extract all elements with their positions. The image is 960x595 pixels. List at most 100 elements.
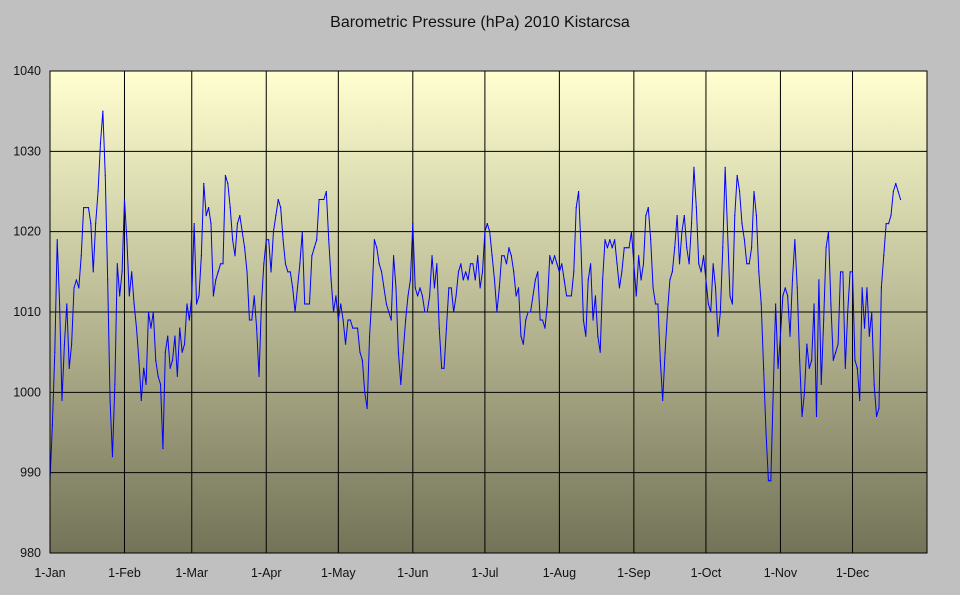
data-point-2010-09-26 [693, 166, 695, 168]
data-point-2010-12-13 [880, 287, 882, 289]
data-point-2010-04-29 [332, 311, 335, 313]
data-point-2010-11-14 [811, 359, 813, 361]
data-point-2010-07-15 [517, 287, 520, 289]
data-point-2010-10-17 [743, 239, 745, 241]
data-point-2010-10-30 [775, 303, 777, 305]
data-point-2010-09-21 [681, 231, 683, 233]
data-point-2010-01-03 [54, 351, 56, 353]
x-tick-label-1-Nov: 1-Nov [764, 566, 798, 580]
data-point-2010-01-13 [78, 287, 80, 289]
x-tick-label-1-Jun: 1-Jun [397, 566, 428, 580]
x-tick-label-1-Apr: 1-Apr [251, 566, 282, 580]
data-point-2010-07-24 [539, 319, 541, 321]
data-point-2010-01-08 [66, 303, 68, 305]
data-point-2010-11-30 [849, 271, 851, 273]
data-point-2010-04-26 [325, 190, 327, 193]
data-point-2010-12-03 [856, 367, 858, 369]
data-point-2010-08-15 [592, 319, 594, 321]
data-point-2010-12-21 [899, 198, 902, 201]
data-point-2010-04-18 [306, 303, 308, 305]
data-point-2010-12-02 [854, 359, 856, 361]
data-point-2010-10-13 [734, 215, 736, 217]
data-point-2010-02-23 [176, 375, 178, 377]
data-point-2010-03-25 [248, 319, 251, 321]
data-point-2010-04-10 [287, 271, 289, 273]
data-point-2010-03-05 [200, 255, 202, 257]
data-point-2010-03-14 [222, 263, 224, 265]
data-point-2010-03-24 [246, 271, 248, 273]
data-point-2010-03-03 [195, 303, 198, 305]
x-tick-label-1-Feb: 1-Feb [108, 566, 141, 580]
x-tick-label-1-Mar: 1-Mar [175, 566, 208, 580]
data-point-2010-04-14 [296, 287, 299, 289]
data-point-2010-12-20 [897, 190, 899, 193]
data-point-2010-12-06 [863, 327, 866, 329]
data-point-2010-12-01 [851, 271, 854, 273]
data-point-2010-08-20 [604, 239, 606, 241]
data-point-2010-07-21 [532, 295, 534, 297]
data-point-2010-10-28 [770, 480, 772, 482]
data-point-2010-06-22 [462, 279, 464, 281]
data-point-2010-11-25 [837, 343, 839, 345]
data-point-2010-05-08 [354, 327, 356, 329]
data-point-2010-04-01 [265, 239, 267, 241]
data-point-2010-11-22 [830, 303, 832, 305]
data-point-2010-07-04 [491, 255, 493, 257]
x-tick-label-1-Aug: 1-Aug [543, 566, 576, 580]
data-point-2010-05-19 [380, 271, 383, 273]
data-point-2010-04-30 [335, 295, 337, 297]
data-point-2010-10-31 [777, 367, 779, 369]
data-point-2010-07-16 [520, 335, 522, 337]
data-point-2010-11-15 [813, 303, 815, 305]
data-point-2010-04-23 [318, 198, 320, 201]
data-point-2010-06-01 [412, 223, 414, 225]
data-point-2010-09-13 [662, 399, 664, 401]
data-point-2010-12-07 [866, 287, 868, 289]
data-point-2010-01-05 [59, 303, 61, 305]
data-point-2010-03-07 [205, 215, 207, 217]
data-point-2010-07-20 [529, 311, 532, 313]
data-point-2010-03-29 [258, 375, 260, 377]
data-point-2010-09-12 [659, 359, 661, 361]
data-point-2010-01-27 [111, 456, 114, 458]
data-point-2010-09-28 [698, 263, 700, 265]
data-point-2010-03-30 [260, 303, 263, 305]
data-point-2010-02-13 [152, 311, 154, 313]
data-point-2010-05-20 [383, 287, 385, 289]
data-point-2010-02-08 [140, 399, 142, 401]
data-point-2010-12-12 [878, 407, 880, 409]
data-point-2010-05-27 [400, 383, 402, 385]
data-point-2010-05-21 [385, 303, 387, 305]
y-tick-label-980: 980 [20, 546, 41, 560]
x-tick-label-1-Oct: 1-Oct [691, 566, 722, 580]
data-point-2010-02-05 [133, 303, 135, 305]
data-point-2010-04-02 [268, 239, 270, 241]
data-point-2010-07-09 [503, 255, 505, 257]
data-point-2010-02-06 [135, 327, 138, 329]
data-point-2010-03-12 [217, 271, 219, 273]
data-point-2010-09-02 [635, 295, 637, 297]
data-point-2010-11-10 [801, 415, 803, 418]
data-point-2010-06-06 [424, 311, 426, 313]
data-point-2010-01-07 [63, 343, 66, 345]
data-point-2010-06-18 [453, 311, 455, 313]
data-point-2010-08-21 [606, 247, 609, 249]
data-point-2010-10-10 [726, 231, 729, 233]
data-point-2010-09-18 [674, 247, 676, 249]
data-point-2010-05-13 [366, 407, 368, 409]
data-point-2010-06-14 [443, 367, 445, 369]
data-point-2010-07-17 [522, 343, 524, 345]
data-point-2010-06-29 [479, 287, 481, 289]
data-point-2010-05-17 [376, 247, 378, 249]
data-point-2010-06-03 [417, 295, 419, 297]
data-point-2010-06-19 [455, 295, 457, 297]
data-point-2010-02-16 [159, 383, 162, 385]
data-point-2010-07-30 [553, 255, 556, 257]
data-point-2010-09-01 [633, 263, 635, 265]
data-point-2010-06-02 [414, 287, 416, 289]
data-point-2010-02-28 [188, 319, 190, 321]
data-point-2010-05-16 [373, 239, 375, 241]
data-point-2010-12-18 [892, 190, 894, 193]
data-point-2010-06-30 [481, 271, 484, 273]
data-point-2010-10-03 [710, 311, 712, 313]
